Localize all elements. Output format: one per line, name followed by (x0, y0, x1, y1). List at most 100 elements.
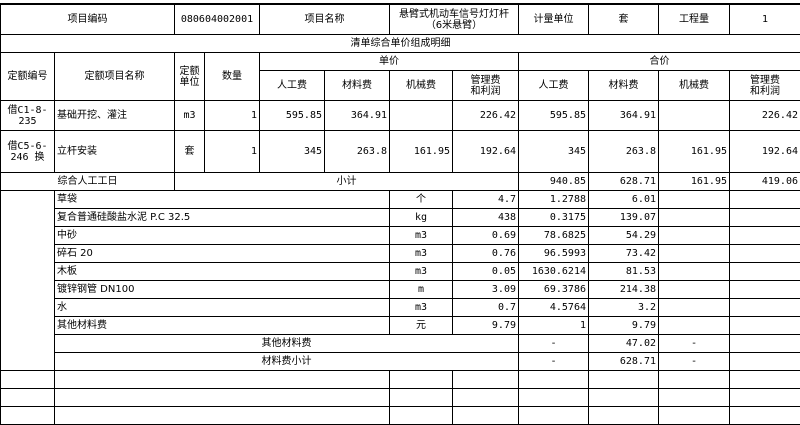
quota-qty: 1 (205, 131, 260, 173)
empty-cell (659, 407, 730, 425)
labor-day-label: 综合人工工日 (1, 173, 175, 191)
material-unit: m3 (390, 245, 453, 263)
code-value[interactable]: 080604002001 (175, 5, 260, 35)
name-line-1: 悬臂式机动车信号灯灯杆 (392, 9, 516, 20)
quota-t-mgmt: 226.42 (730, 101, 800, 131)
material-name: 水 (55, 299, 390, 317)
material-qty: 0.05 (453, 263, 519, 281)
material-name: 木板 (55, 263, 390, 281)
quota-u-mgmt: 192.64 (453, 131, 519, 173)
qty-label: 工程量 (659, 5, 730, 35)
quota-t-material: 364.91 (589, 101, 659, 131)
empty-cell (730, 407, 800, 425)
empty-cell (730, 371, 800, 389)
material-summary-row: 其他材料费-47.02- (1, 335, 800, 353)
quota-name[interactable]: 立杆安装 (55, 131, 175, 173)
material-unit: m (390, 281, 453, 299)
subtotal-label: 小计 (175, 173, 519, 191)
col-quantity: 数量 (205, 53, 260, 101)
col-total-labor: 人工费 (519, 71, 589, 101)
material-est-total (730, 245, 800, 263)
quota-no[interactable]: 借C1-8-235 (1, 101, 55, 131)
empty-cell (659, 371, 730, 389)
quota-no[interactable]: 借C5-6-246 换 (1, 131, 55, 173)
empty-cell (390, 389, 453, 407)
subtotal-labor: 940.85 (519, 173, 589, 191)
material-summary-extra: - (659, 353, 730, 371)
qty-value[interactable]: 1 (730, 5, 800, 35)
material-est-total (730, 281, 800, 299)
material-est-price (659, 299, 730, 317)
empty-cell (453, 407, 519, 425)
quota-t-labor: 595.85 (519, 101, 589, 131)
subtotal-machine: 161.95 (659, 173, 730, 191)
col-unit-labor: 人工费 (260, 71, 325, 101)
unit-price-analysis-table: 项目编码 080604002001 项目名称 悬臂式机动车信号灯灯杆（6米悬臂）… (0, 4, 800, 425)
material-summary-extra: - (659, 335, 730, 353)
material-est-total (730, 191, 800, 209)
material-name: 复合普通硅酸盐水泥 P.C 32.5 (55, 209, 390, 227)
material-est-price (659, 317, 730, 335)
empty-cell (589, 389, 659, 407)
quota-no-line-1: 借C1-8- (3, 105, 52, 116)
empty-row (1, 389, 800, 407)
material-qty: 0.69 (453, 227, 519, 245)
quota-u-material: 263.8 (325, 131, 390, 173)
material-summary-total: 628.71 (589, 353, 659, 371)
col-total-machine: 机械费 (659, 71, 730, 101)
header-row: 项目编码 080604002001 项目名称 悬臂式机动车信号灯灯杆（6米悬臂）… (1, 5, 800, 35)
quota-u-mgmt: 226.42 (453, 101, 519, 131)
quota-name[interactable]: 基础开挖、灌注 (55, 101, 175, 131)
code-label: 项目编码 (1, 5, 175, 35)
col-quota-no: 定额编号 (1, 53, 55, 101)
col-quota-unit-2: 单位 (177, 77, 202, 88)
quota-unit: 套 (175, 131, 205, 173)
material-price: 1630.6214 (519, 263, 589, 281)
material-price: 4.5764 (519, 299, 589, 317)
name-value[interactable]: 悬臂式机动车信号灯灯杆（6米悬臂） (390, 5, 519, 35)
section-title: 清单综合单价组成明细 (1, 35, 800, 53)
col-quota-unit: 定额单位 (175, 53, 205, 101)
col-mgmt-1: 管理费 (455, 75, 516, 86)
material-name: 镀锌钢管 DN100 (55, 281, 390, 299)
material-summary-row: 材料费小计-628.71- (1, 353, 800, 371)
unit-label: 计量单位 (519, 5, 589, 35)
quota-u-labor: 595.85 (260, 101, 325, 131)
empty-cell (730, 389, 800, 407)
empty-cell (1, 371, 55, 389)
material-qty: 438 (453, 209, 519, 227)
material-name: 中砂 (55, 227, 390, 245)
empty-cell (519, 371, 589, 389)
material-total: 139.07 (589, 209, 659, 227)
quota-no-line-2: 235 (3, 116, 52, 127)
material-unit: m3 (390, 299, 453, 317)
material-qty: 4.7 (453, 191, 519, 209)
unit-value[interactable]: 套 (589, 5, 659, 35)
quota-qty: 1 (205, 101, 260, 131)
col-total-material: 材料费 (589, 71, 659, 101)
quota-t-machine (659, 101, 730, 131)
material-est-price (659, 245, 730, 263)
col-unit-mgmt: 管理费和利润 (453, 71, 519, 101)
col-unit-machine: 机械费 (390, 71, 453, 101)
quota-unit: m3 (175, 101, 205, 131)
quota-no-line-2: 246 换 (3, 152, 52, 163)
material-est-price (659, 263, 730, 281)
empty-cell (659, 389, 730, 407)
material-summary-total: 47.02 (589, 335, 659, 353)
quota-t-machine: 161.95 (659, 131, 730, 173)
material-est-price (659, 209, 730, 227)
material-name: 碎石 20 (55, 245, 390, 263)
name-label: 项目名称 (260, 5, 390, 35)
material-est-total (730, 263, 800, 281)
name-line-2: （6米悬臂） (392, 20, 516, 31)
empty-row (1, 407, 800, 425)
material-name: 草袋 (55, 191, 390, 209)
material-est-total (730, 299, 800, 317)
empty-row (1, 371, 800, 389)
col-mgmt-2: 和利润 (732, 86, 798, 97)
